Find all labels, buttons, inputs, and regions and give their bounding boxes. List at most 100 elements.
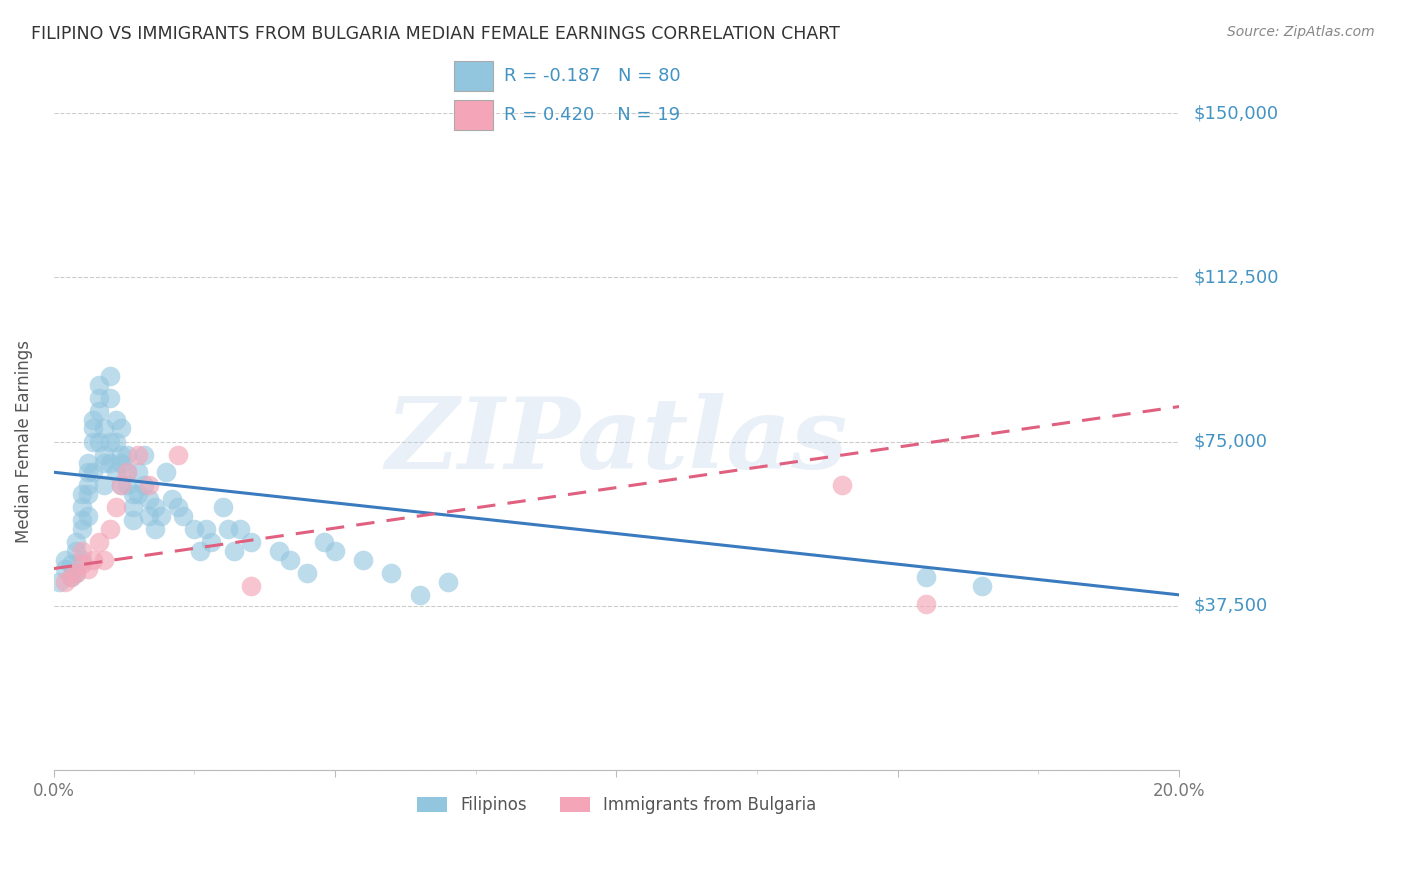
Point [93,478,115,492]
Point [98,368,121,383]
Text: R = 0.420    N = 19: R = 0.420 N = 19 [503,106,681,124]
Point [98,434,121,449]
Point [915,597,938,611]
Point [65,566,87,580]
FancyBboxPatch shape [454,62,494,91]
Point [82,553,104,567]
Point [172,509,194,524]
Point [59,570,82,584]
Point [93,448,115,462]
Point [239,579,262,593]
Point [239,535,262,549]
Point [121,513,143,527]
Point [115,465,138,479]
Text: R = -0.187   N = 80: R = -0.187 N = 80 [503,67,681,85]
Point [104,434,127,449]
Point [110,421,132,435]
Point [267,544,290,558]
Point [408,588,430,602]
Point [70,487,93,501]
Point [138,509,160,524]
Point [87,434,110,449]
Point [59,570,82,584]
Point [65,535,87,549]
Point [143,522,166,536]
Point [93,553,115,567]
Point [48,574,70,589]
Text: FILIPINO VS IMMIGRANTS FROM BULGARIA MEDIAN FEMALE EARNINGS CORRELATION CHART: FILIPINO VS IMMIGRANTS FROM BULGARIA MED… [31,25,839,43]
Point [972,579,994,593]
Point [70,522,93,536]
Point [166,448,188,462]
Point [93,421,115,435]
Point [82,421,104,435]
Point [110,478,132,492]
Point [76,478,98,492]
Point [82,465,104,479]
Point [183,522,205,536]
Text: Source: ZipAtlas.com: Source: ZipAtlas.com [1227,25,1375,39]
Text: ZIPatlas: ZIPatlas [385,393,848,490]
Point [104,413,127,427]
Point [98,391,121,405]
Point [98,457,121,471]
Point [121,500,143,515]
Text: $112,500: $112,500 [1194,268,1278,286]
Point [82,413,104,427]
Point [87,535,110,549]
Legend: Filipinos, Immigrants from Bulgaria: Filipinos, Immigrants from Bulgaria [411,789,823,821]
Point [76,487,98,501]
Point [149,509,172,524]
Point [59,558,82,572]
Point [70,553,93,567]
Point [211,500,233,515]
Point [87,391,110,405]
Point [160,491,183,506]
Point [217,522,239,536]
Point [278,553,301,567]
Point [70,544,93,558]
Point [127,465,149,479]
Point [53,574,76,589]
Point [110,457,132,471]
Point [222,544,245,558]
Point [115,448,138,462]
Point [915,570,938,584]
Point [76,457,98,471]
Point [200,535,222,549]
Text: $75,000: $75,000 [1194,433,1267,450]
Text: $37,500: $37,500 [1194,597,1267,615]
Point [166,500,188,515]
Point [110,478,132,492]
Point [155,465,177,479]
Point [76,509,98,524]
Point [121,487,143,501]
Point [194,522,217,536]
Point [127,448,149,462]
Point [115,465,138,479]
Point [132,448,155,462]
Point [93,457,115,471]
Point [138,491,160,506]
Point [87,377,110,392]
Point [380,566,402,580]
Point [53,553,76,567]
Point [352,553,374,567]
Point [831,478,853,492]
Point [127,487,149,501]
Point [76,465,98,479]
Point [98,522,121,536]
Point [82,434,104,449]
Point [228,522,250,536]
Point [295,566,318,580]
Point [115,478,138,492]
Point [110,448,132,462]
Point [65,544,87,558]
Point [87,404,110,418]
Point [436,574,458,589]
FancyBboxPatch shape [454,100,494,130]
Point [70,513,93,527]
Point [132,478,155,492]
Point [65,566,87,580]
Point [138,478,160,492]
